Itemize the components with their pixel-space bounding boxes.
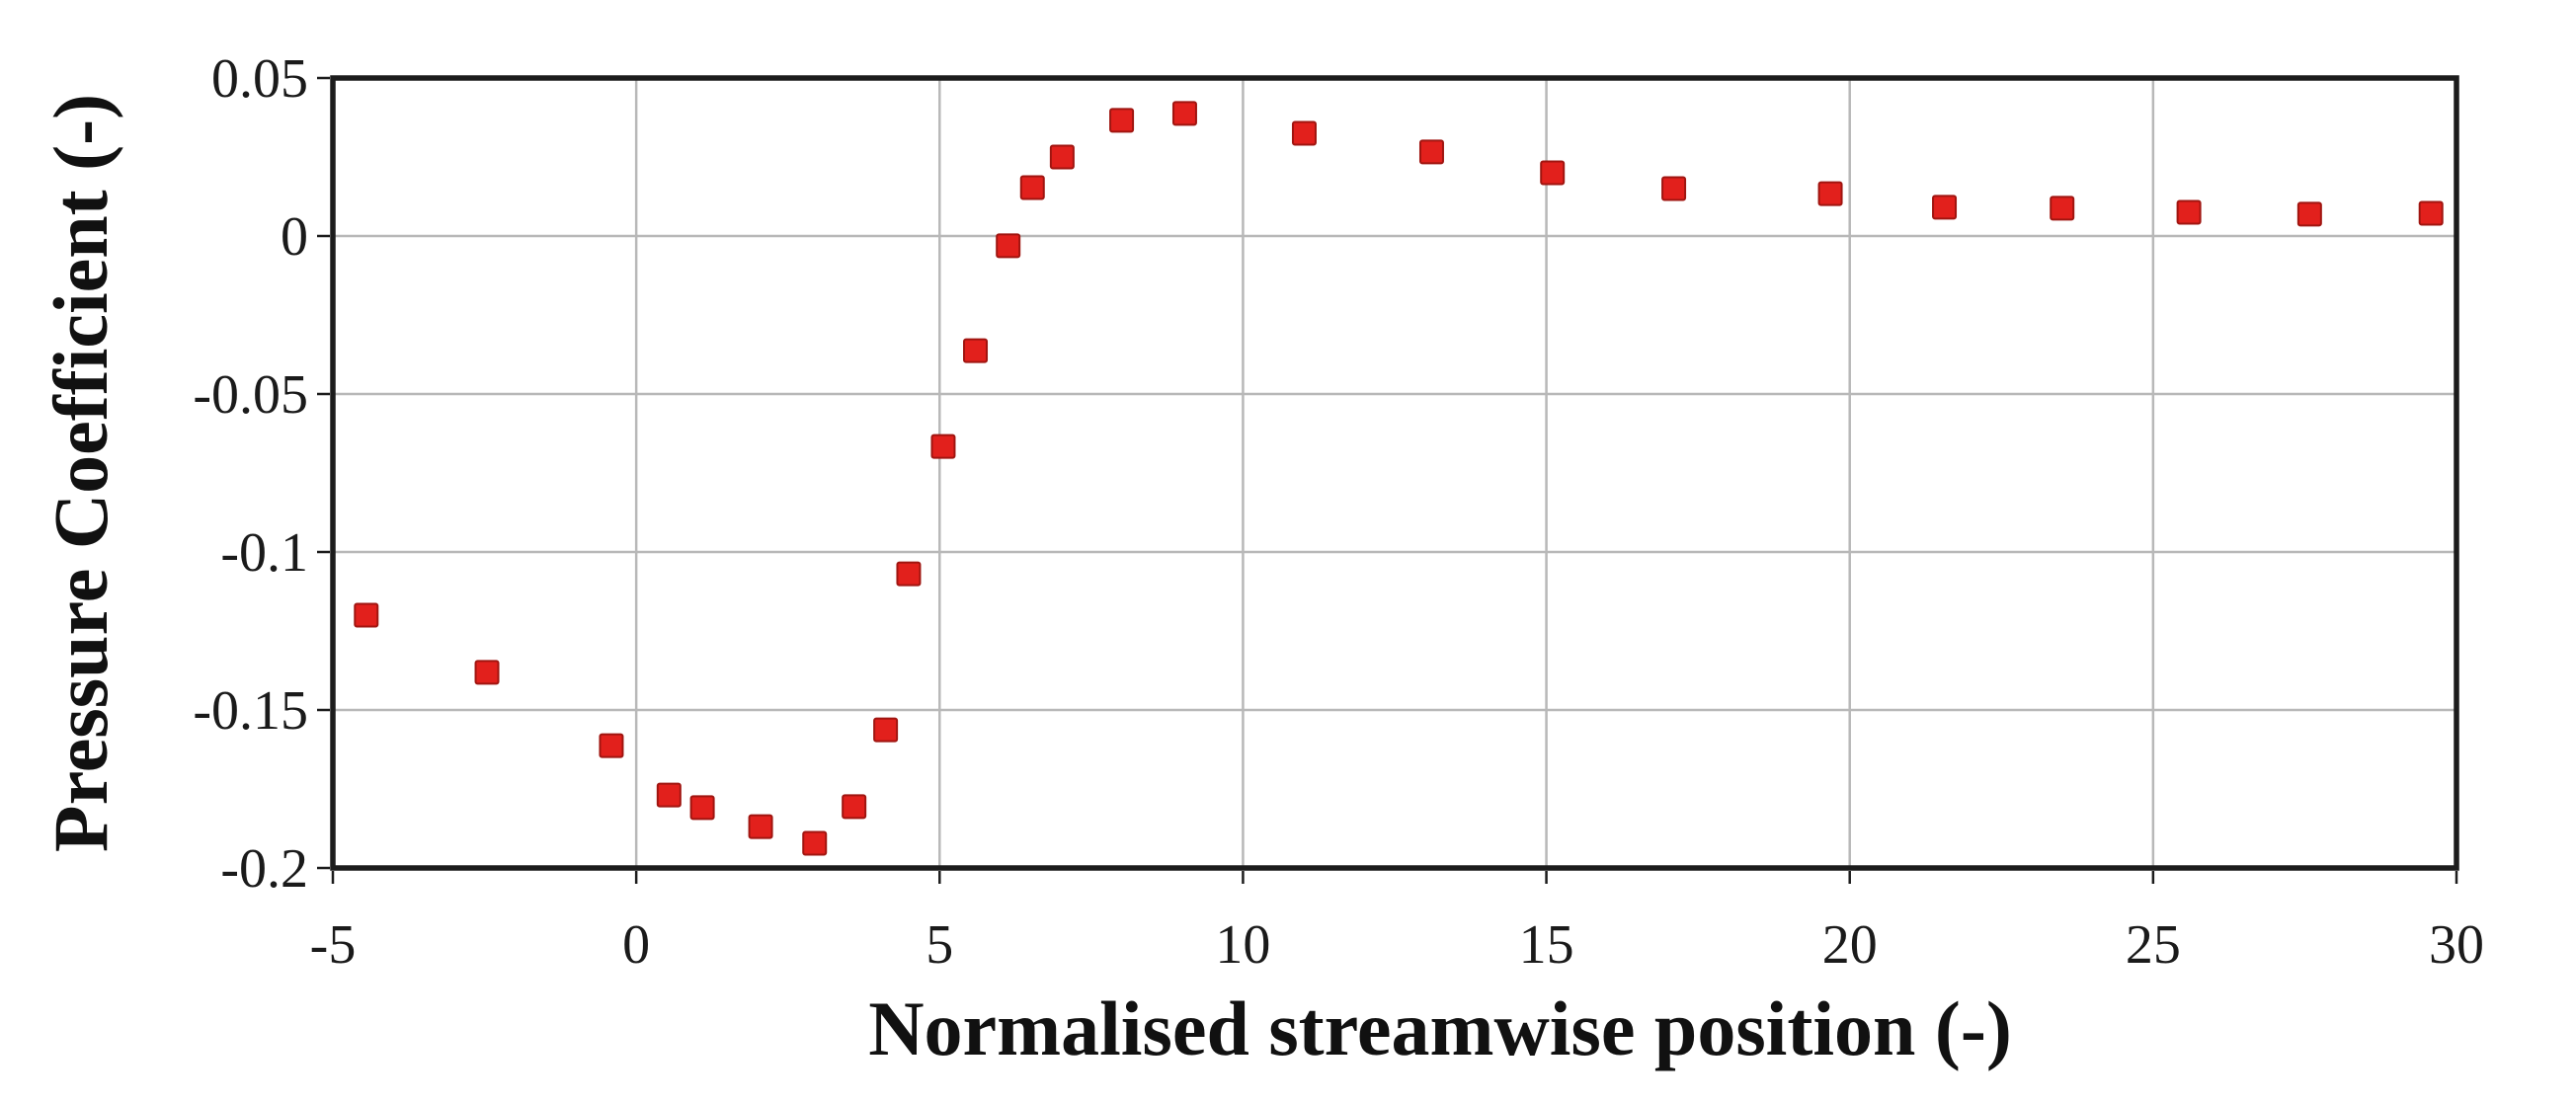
x-tick-label: 25 xyxy=(2126,914,2181,976)
data-point xyxy=(896,561,922,587)
x-tick-label: 20 xyxy=(1822,914,1878,976)
data-point xyxy=(1540,160,1566,186)
data-point xyxy=(2176,199,2202,225)
x-axis-title: Normalised streamwise position (-) xyxy=(868,985,2012,1071)
data-points xyxy=(354,101,2444,856)
data-point xyxy=(656,782,682,808)
y-tick-labels: 0.05 0 -0.05 -0.1 -0.15 -0.2 xyxy=(193,48,308,900)
y-tick-label: -0.15 xyxy=(193,680,308,742)
data-point xyxy=(1418,139,1444,165)
data-point xyxy=(802,830,828,856)
data-point xyxy=(996,233,1021,259)
y-axis-title: Pressure Coefficient (-) xyxy=(38,94,123,852)
y-tick-label: -0.2 xyxy=(220,838,308,900)
data-point xyxy=(2050,196,2075,221)
y-tick-label: -0.1 xyxy=(220,522,308,584)
tick-marks xyxy=(317,76,2458,884)
data-point xyxy=(748,814,773,839)
data-point xyxy=(1171,101,1197,126)
data-point xyxy=(842,794,867,820)
data-point xyxy=(963,338,989,363)
data-point xyxy=(1817,181,1843,206)
data-point xyxy=(689,795,715,821)
data-point xyxy=(1291,120,1317,146)
y-tick-label: 0 xyxy=(281,206,308,268)
x-tick-label: 15 xyxy=(1519,914,1574,976)
data-point xyxy=(2296,201,2322,227)
x-tick-label: 5 xyxy=(926,914,953,976)
data-point xyxy=(354,602,379,628)
plot-frame xyxy=(330,75,2459,871)
x-tick-label: 30 xyxy=(2429,914,2484,976)
data-point xyxy=(930,433,956,459)
y-tick-label: -0.05 xyxy=(193,364,308,426)
x-tick-label: -5 xyxy=(310,914,357,976)
y-tick-label: 0.05 xyxy=(211,48,308,110)
data-point xyxy=(599,733,624,758)
data-point xyxy=(2418,200,2444,226)
data-point xyxy=(1661,176,1687,201)
data-point xyxy=(1049,144,1075,170)
data-point xyxy=(474,660,500,685)
x-tick-label: 10 xyxy=(1215,914,1270,976)
x-tick-labels: -5 0 5 10 15 20 25 30 xyxy=(310,914,2484,976)
data-point xyxy=(1109,108,1135,133)
x-tick-label: 0 xyxy=(622,914,650,976)
data-point xyxy=(1019,175,1045,200)
data-point xyxy=(873,717,899,743)
gridlines xyxy=(333,78,2456,868)
data-point xyxy=(1932,195,1958,220)
